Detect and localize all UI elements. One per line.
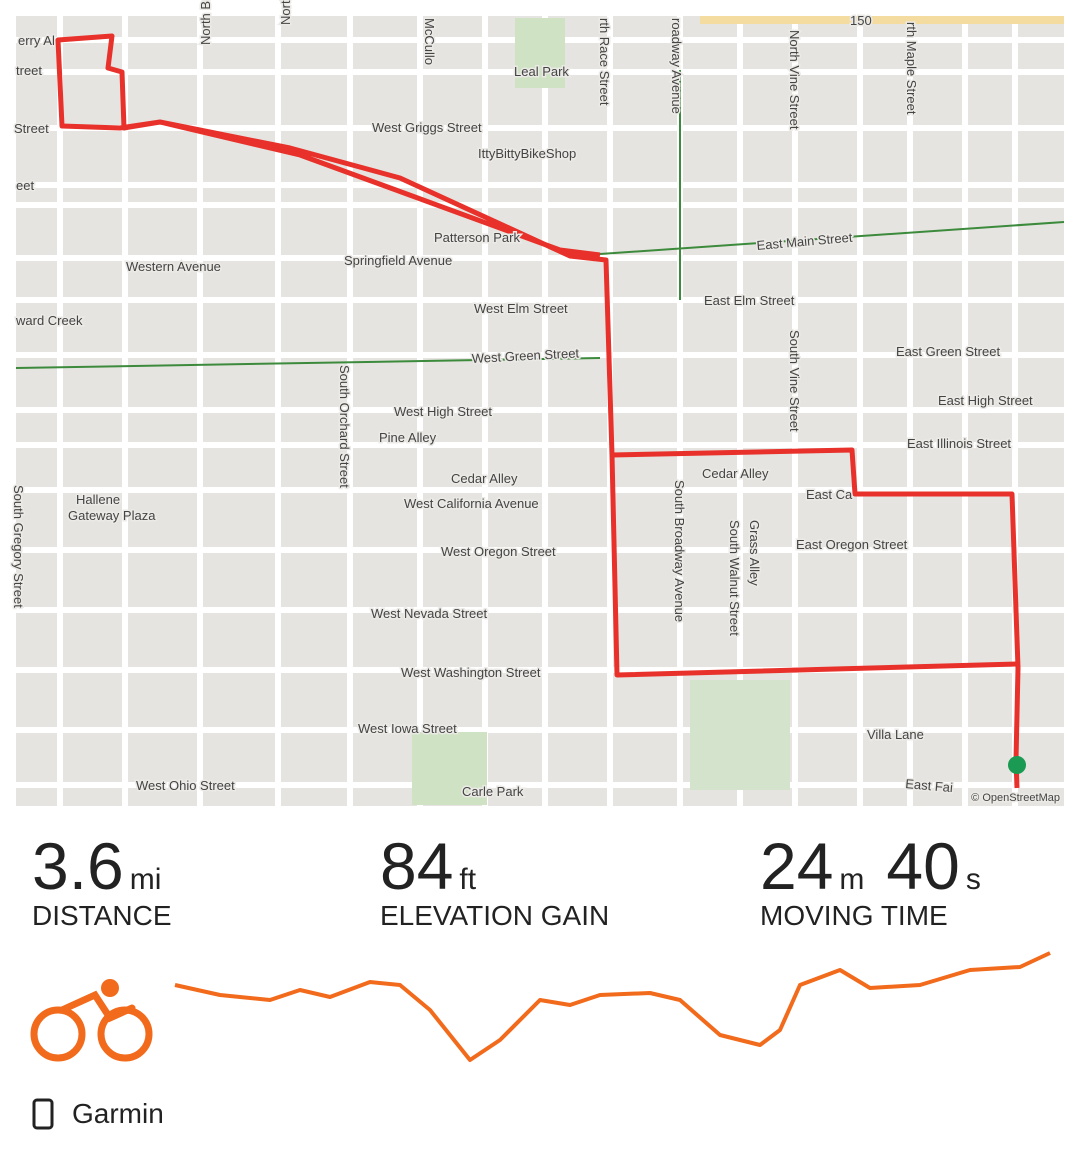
map-label: West Green Street bbox=[471, 345, 579, 366]
stat-unit: s bbox=[965, 863, 981, 896]
map-label: West High Street bbox=[394, 404, 492, 419]
map-label: West Iowa Street bbox=[358, 721, 457, 736]
stat-value: 84 bbox=[380, 829, 454, 903]
map-label: East Ca bbox=[806, 487, 853, 502]
map-label: 150 bbox=[850, 13, 872, 28]
map-label: South Walnut Street bbox=[727, 520, 742, 636]
map-label: South Vine Street bbox=[787, 330, 802, 432]
map-label: erry Al bbox=[18, 33, 55, 48]
elevation-profile bbox=[174, 951, 1051, 1062]
map-label: East Fai bbox=[905, 776, 954, 795]
map-label: East Oregon Street bbox=[796, 537, 908, 552]
start-marker bbox=[1008, 756, 1026, 774]
cycling-icon bbox=[30, 990, 153, 1062]
device-name: Garmin bbox=[72, 1098, 164, 1129]
route bbox=[55, 33, 1021, 789]
map-label: ward Creek bbox=[15, 313, 83, 328]
park bbox=[412, 732, 487, 805]
stat-value: 40 bbox=[886, 829, 960, 903]
map-label: East Green Street bbox=[896, 344, 1000, 359]
highway bbox=[700, 16, 1064, 24]
map-label: West Elm Street bbox=[474, 301, 568, 316]
map-label: rth Race Street bbox=[597, 18, 612, 106]
map-label: eet bbox=[16, 178, 34, 193]
map-label: North Busey Avenue bbox=[198, 0, 213, 45]
stat-unit: ft bbox=[459, 863, 477, 896]
stat-label: MOVING TIME bbox=[760, 900, 948, 931]
map-label: Gateway Plaza bbox=[68, 508, 156, 523]
map-label: treet bbox=[16, 63, 42, 78]
map-label: Cedar Alley bbox=[451, 471, 518, 486]
map-label: McCullo bbox=[422, 18, 437, 65]
map-label: Street bbox=[14, 121, 49, 136]
map-label: West Nevada Street bbox=[371, 606, 487, 621]
map-label: West Oregon Street bbox=[441, 544, 556, 559]
park bbox=[515, 18, 565, 88]
map-label: Cedar Alley bbox=[702, 466, 769, 481]
bike-lane bbox=[599, 221, 1065, 255]
map-label: West Griggs Street bbox=[372, 120, 482, 135]
map-label: West Washington Street bbox=[401, 665, 541, 680]
map-label: Pine Alley bbox=[379, 430, 437, 445]
map-label: North Vine Street bbox=[787, 30, 802, 130]
map-label: South Orchard Street bbox=[337, 365, 352, 488]
stat-label: DISTANCE bbox=[32, 900, 172, 931]
map-label: West Ohio Street bbox=[136, 778, 235, 793]
stat: 84 ft ELEVATION GAIN bbox=[380, 828, 609, 932]
map-label: Hallene bbox=[76, 492, 120, 507]
park bbox=[690, 680, 790, 790]
map-label: North Coler Avenue bbox=[278, 0, 293, 25]
map-label: Villa Lane bbox=[867, 727, 924, 742]
route bbox=[609, 454, 1019, 678]
map-label: rth Maple Street bbox=[904, 22, 919, 115]
map-label: South Gregory Street bbox=[11, 485, 26, 608]
map-label: Springfield Avenue bbox=[344, 253, 452, 268]
stat-value: 3.6 bbox=[32, 829, 124, 903]
device-icon bbox=[32, 1098, 54, 1130]
stat-unit: m bbox=[839, 863, 865, 896]
stat-value: 24 bbox=[760, 829, 834, 903]
bike-lane bbox=[15, 357, 601, 369]
map-label: Grass Alley bbox=[747, 520, 762, 586]
map-label: Carle Park bbox=[462, 784, 524, 799]
map-label: East Elm Street bbox=[704, 293, 795, 308]
stat-label: ELEVATION GAIN bbox=[380, 900, 610, 931]
map-label: South Broadway Avenue bbox=[672, 480, 687, 622]
map-label: East High Street bbox=[938, 393, 1033, 408]
map-label: Patterson Park bbox=[434, 230, 520, 245]
cycling-icon-head bbox=[101, 979, 119, 997]
activity-graphics: Garmin bbox=[30, 951, 1051, 1130]
attribution: © OpenStreetMap bbox=[971, 792, 1060, 804]
map: © OpenStreetMap erry Al treet Street eet McC… bbox=[10, 0, 1065, 806]
stat-unit: mi bbox=[129, 863, 162, 896]
map-label: roadway Avenue bbox=[669, 18, 684, 114]
map-label: East Illinois Street bbox=[907, 436, 1011, 451]
map-label: Western Avenue bbox=[126, 259, 221, 274]
map-label: West California Avenue bbox=[404, 496, 539, 511]
map-label: IttyBittyBikeShop bbox=[478, 146, 576, 161]
stat: 3.6 mi DISTANCE bbox=[32, 828, 183, 932]
map-label: Leal Park bbox=[514, 64, 569, 79]
stat: 24 m 40 s MOVING TIME bbox=[760, 828, 1003, 932]
